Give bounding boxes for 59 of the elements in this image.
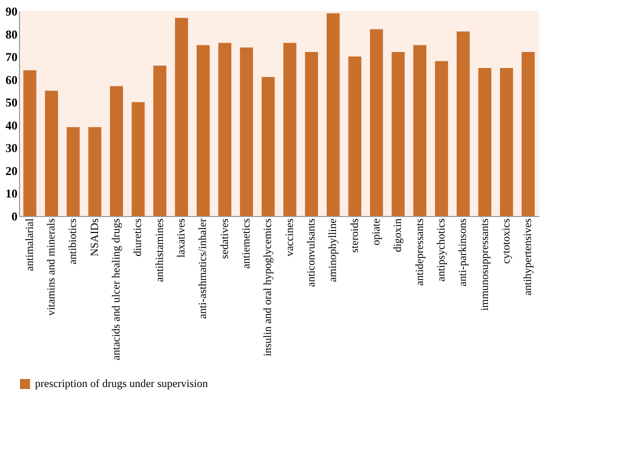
- bar: [196, 45, 210, 216]
- y-tick-label: 20: [6, 164, 18, 178]
- bar: [66, 127, 80, 216]
- bar: [392, 52, 405, 216]
- bar: [478, 68, 492, 216]
- x-tick-label: anti-parkinsons: [457, 218, 470, 286]
- y-tick-label: 0: [12, 210, 18, 224]
- y-tick-label: 40: [6, 118, 18, 132]
- x-tick-label: antibiotics: [67, 218, 80, 264]
- y-tick-label: 60: [6, 72, 18, 87]
- y-tick-label: 90: [6, 4, 18, 18]
- x-tick-label: insulin and oral hypoglycemics: [262, 218, 274, 356]
- x-tick-label: immunosuppressants: [478, 218, 491, 311]
- bar: [500, 68, 513, 216]
- bar: [435, 61, 448, 216]
- bar: [262, 77, 275, 216]
- bar: [370, 29, 383, 216]
- x-tick-label: NSAIDs: [88, 218, 101, 256]
- y-tick-label: 30: [6, 141, 18, 156]
- bar: [175, 18, 188, 216]
- x-tick-label: antimalarial: [24, 218, 36, 272]
- bar: [218, 42, 232, 216]
- x-tick-label: diuretics: [132, 218, 144, 256]
- bar: [132, 102, 145, 216]
- bar: [110, 86, 123, 216]
- bar: [283, 42, 296, 216]
- y-tick-label: 50: [6, 96, 18, 110]
- y-tick-label: 70: [6, 50, 18, 64]
- x-tick-label: aminophylline: [327, 218, 340, 282]
- x-tick-label: opiate: [370, 218, 382, 246]
- x-tick-label: sedatives: [218, 218, 231, 259]
- bar: [45, 90, 58, 216]
- x-tick-label: vaccines: [284, 218, 296, 256]
- bar: [522, 52, 535, 216]
- bar: [348, 56, 362, 216]
- bar: [413, 45, 426, 216]
- bar: [23, 70, 36, 216]
- bar: [456, 32, 470, 216]
- x-tick-label: anti-asthmatics/inhaler: [197, 218, 210, 319]
- x-tick-label: cytotoxics: [500, 218, 512, 264]
- x-tick-label: antiemetics: [240, 218, 252, 269]
- x-tick-label: antidepressants: [414, 218, 426, 286]
- legend-label: prescription of drugs under supervision: [35, 378, 208, 390]
- bar: [326, 13, 340, 216]
- x-tick-label: antihypertensives: [522, 218, 534, 296]
- bar: [240, 47, 253, 216]
- bar: [153, 66, 166, 216]
- x-tick-label: antihistamines: [154, 218, 166, 282]
- y-tick-label: 80: [6, 27, 18, 42]
- y-tick-label: 10: [6, 186, 18, 201]
- x-tick-label: steroids: [348, 218, 361, 253]
- x-tick-label: digoxin: [392, 218, 404, 252]
- x-tick-label: vitamins and minerals: [46, 218, 58, 316]
- x-tick-label: anticonvulsants: [306, 218, 318, 287]
- x-tick-label: antipsychotics: [436, 218, 448, 282]
- bar: [88, 127, 102, 216]
- x-tick-label: antacids and ulcer healing drugs: [110, 218, 122, 360]
- x-tick-label: laxatives: [176, 218, 188, 258]
- bar: [305, 52, 318, 216]
